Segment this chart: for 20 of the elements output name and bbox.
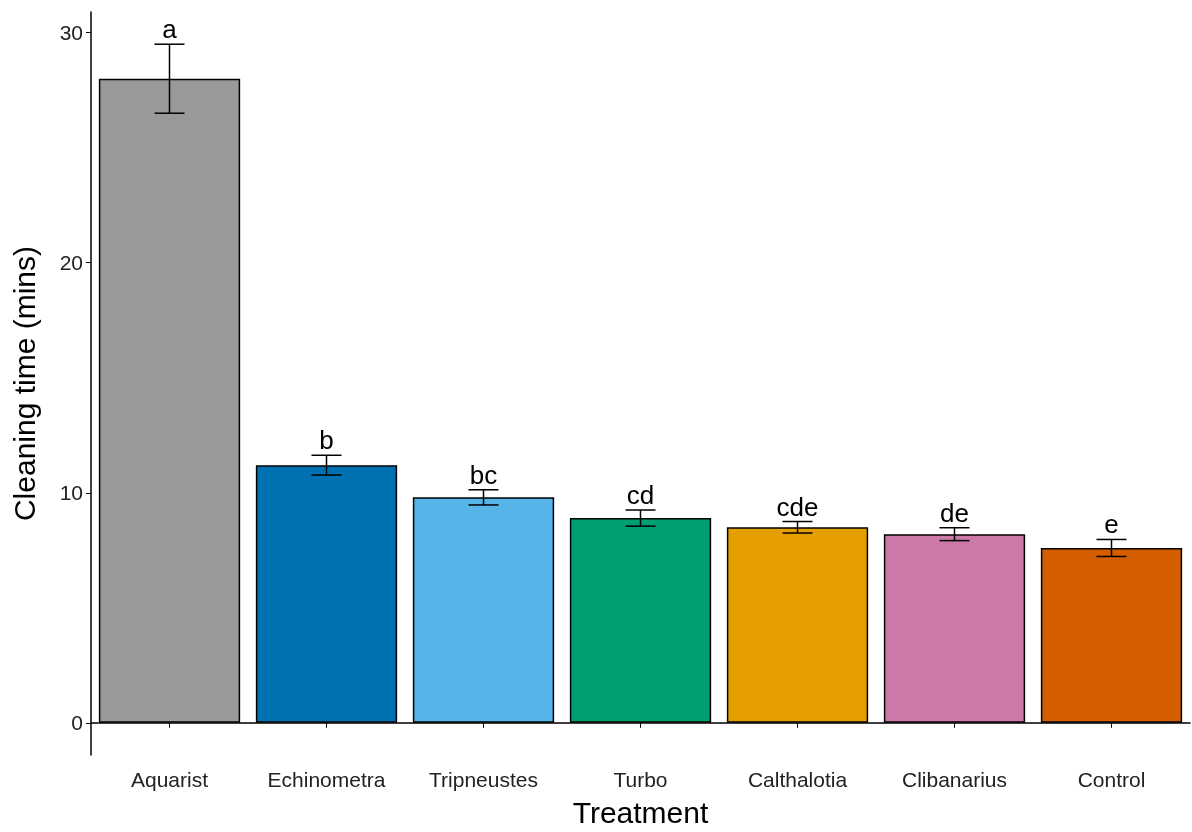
x-tick-label: Calthalotia [747, 768, 848, 791]
x-axis-title: Treatment [572, 795, 709, 829]
y-axis-title: Cleaning time (mins) [7, 245, 41, 522]
annotation: cd [626, 480, 655, 511]
y-tick-label: 20 [59, 251, 83, 275]
y-tick-label: 10 [59, 481, 83, 505]
annotation: b [319, 425, 334, 456]
annotation: a [162, 14, 178, 45]
annotation: de [940, 497, 969, 528]
x-tick-label: Clibanarius [901, 768, 1008, 791]
annotation: bc [469, 459, 498, 490]
y-tick-label: 0 [71, 711, 83, 735]
x-tick-label: Control [1077, 768, 1146, 791]
annotation: cde [776, 491, 819, 522]
x-tick-label: Tripneustes [429, 768, 538, 791]
x-tick-label: Echinometra [267, 768, 386, 791]
x-tick-label: Turbo [613, 768, 668, 791]
annotation: e [1104, 509, 1119, 540]
y-tick-label: 30 [59, 21, 83, 45]
x-tick-label: Aquarist [130, 768, 209, 791]
